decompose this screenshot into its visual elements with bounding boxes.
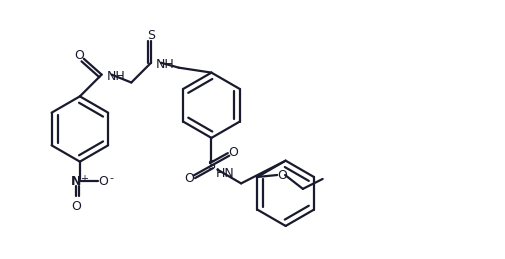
Text: -: -	[110, 174, 114, 183]
Text: O: O	[74, 49, 84, 62]
Text: O: O	[98, 175, 109, 188]
Text: N: N	[71, 175, 81, 188]
Text: NH: NH	[156, 58, 175, 71]
Text: O: O	[228, 146, 238, 159]
Text: O: O	[277, 169, 287, 182]
Text: S: S	[208, 159, 216, 172]
Text: O: O	[185, 172, 194, 185]
Text: +: +	[80, 175, 88, 184]
Text: S: S	[147, 28, 155, 41]
Text: HN: HN	[216, 167, 234, 180]
Text: O: O	[71, 200, 81, 213]
Text: NH: NH	[107, 70, 125, 83]
